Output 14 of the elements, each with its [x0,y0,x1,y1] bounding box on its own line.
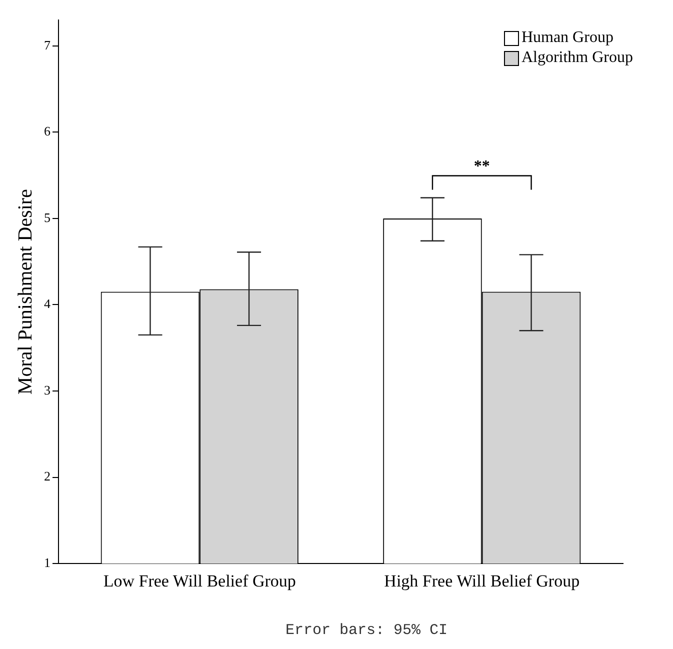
x-tick-label: Low Free Will Belief Group [103,571,296,590]
x-tick-label: High Free Will Belief Group [384,571,580,590]
y-tick-label: 6 [44,124,51,139]
y-tick-label: 7 [44,37,51,52]
legend-label: Algorithm Group [521,49,633,67]
y-tick-label: 2 [44,468,50,484]
y-tick-label: 5 [44,210,50,225]
text: Human Group [521,29,614,47]
text: Error bars: 95% CI [284,622,449,639]
annotation: ** [474,158,490,175]
y-tick-label: 1 [44,555,50,570]
y-axis-title: Moral Punishment Desire [14,188,36,395]
y-tick-label: 4 [44,296,51,312]
y-tick-label: 3 [44,382,50,398]
